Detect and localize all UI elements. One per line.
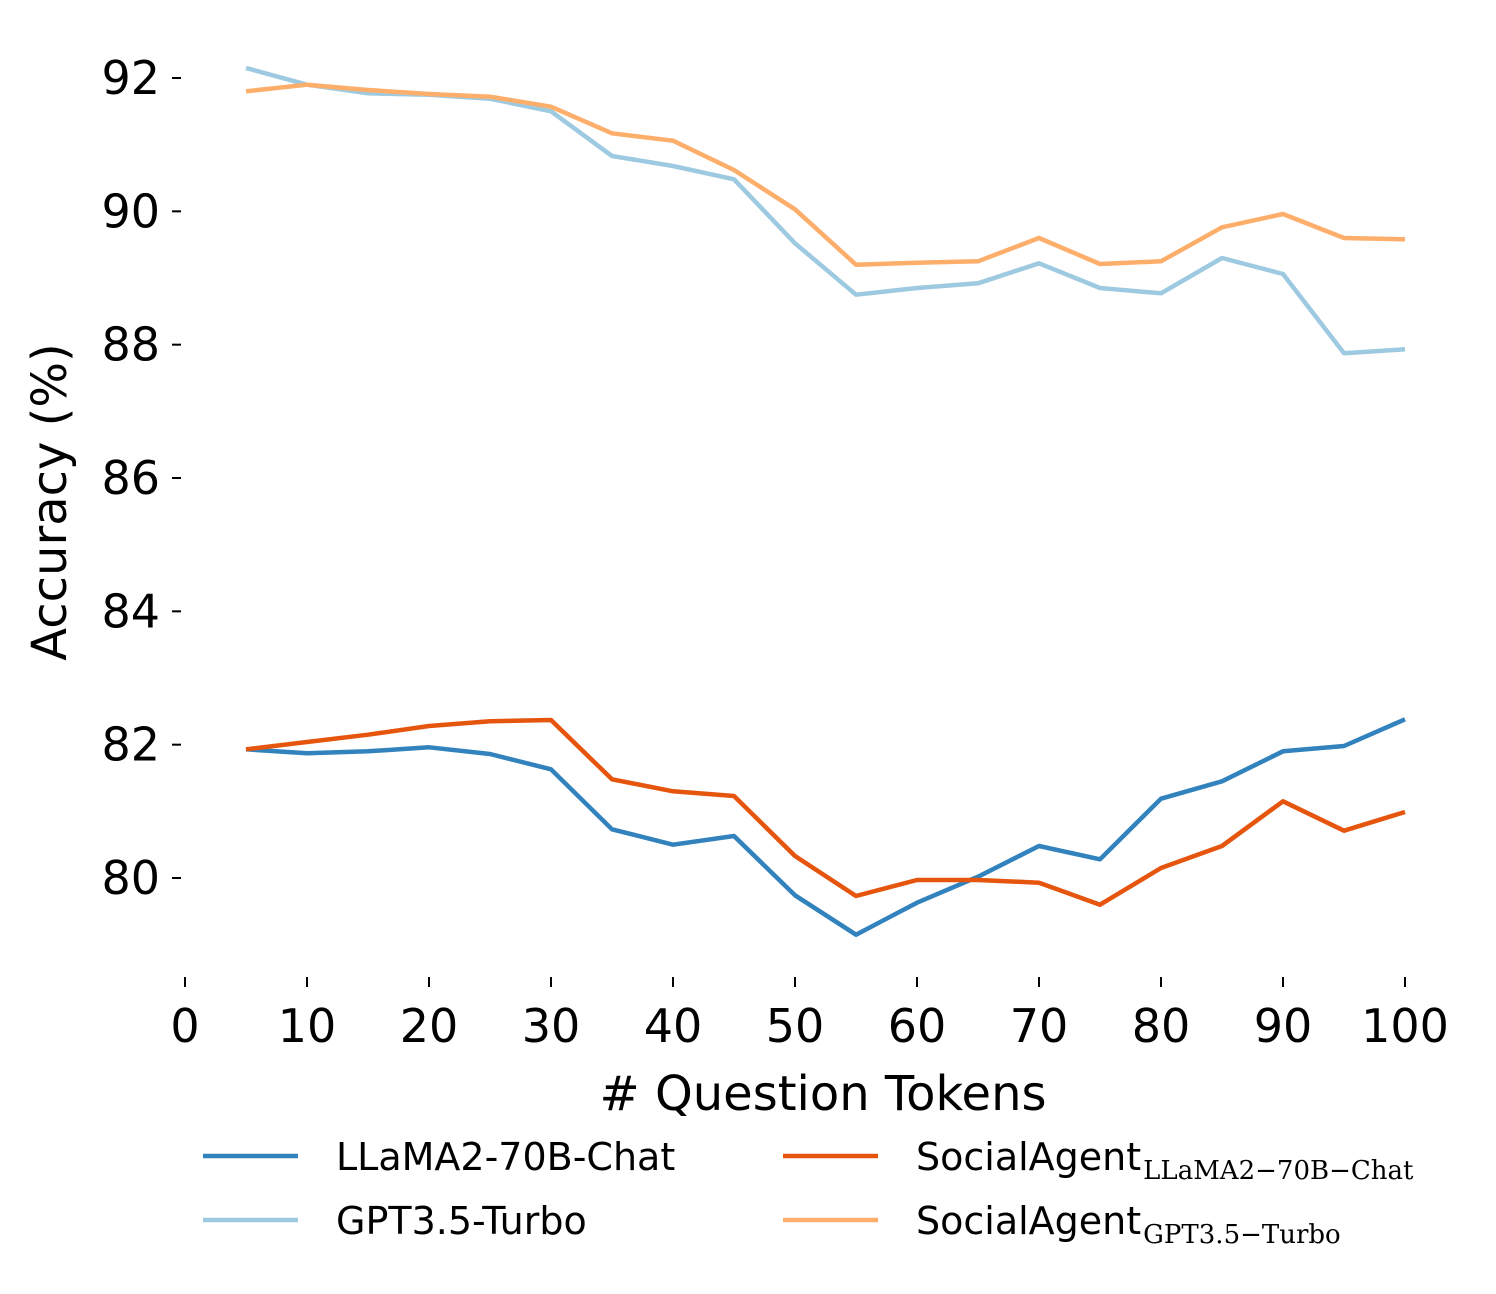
x-tick-label: 20 bbox=[400, 999, 459, 1053]
legend-entry-label: LLaMA2-70B-Chat bbox=[336, 1135, 675, 1179]
legend-entry-label: SocialAgentLLaMA2−70B−Chat bbox=[916, 1135, 1414, 1186]
x-axis-ticks: 0 10 20 30 40 50 60 70 80 90 100 bbox=[170, 977, 1449, 1053]
plot-series bbox=[245, 65, 1406, 937]
legend-entry-subscript: LLaMA2−70B−Chat bbox=[1143, 1156, 1414, 1186]
x-tick-label: 80 bbox=[1132, 999, 1191, 1053]
y-tick-label: 90 bbox=[101, 184, 160, 238]
legend-entry-label: SocialAgentGPT3.5−Turbo bbox=[916, 1199, 1341, 1250]
y-tick-label: 84 bbox=[101, 584, 160, 638]
legend: LLaMA2-70B-Chat GPT3.5-Turbo SocialAgentLL… bbox=[203, 1135, 1414, 1250]
legend-entry-label: GPT3.5-Turbo bbox=[336, 1199, 587, 1243]
series-line-1 bbox=[245, 717, 1406, 937]
series-line-4 bbox=[245, 82, 1406, 267]
y-axis-ticks: 80 82 84 86 88 90 92 bbox=[101, 51, 181, 905]
x-axis-label: # Question Tokens bbox=[600, 1066, 1047, 1122]
x-tick-label: 70 bbox=[1010, 999, 1069, 1053]
x-tick-label: 10 bbox=[278, 999, 337, 1053]
x-tick-label: 90 bbox=[1254, 999, 1313, 1053]
x-tick-label: 40 bbox=[644, 999, 703, 1053]
series-line-2 bbox=[245, 65, 1406, 356]
x-tick-label: 50 bbox=[766, 999, 825, 1053]
legend-entry-subscript: GPT3.5−Turbo bbox=[1143, 1220, 1341, 1250]
x-tick-label: 0 bbox=[170, 999, 199, 1053]
y-tick-label: 86 bbox=[101, 451, 160, 505]
y-tick-label: 92 bbox=[101, 51, 160, 105]
x-tick-label: 30 bbox=[522, 999, 581, 1053]
y-tick-label: 80 bbox=[101, 851, 160, 905]
y-tick-label: 88 bbox=[101, 318, 160, 372]
series-line-3 bbox=[245, 717, 1406, 907]
y-tick-label: 82 bbox=[101, 718, 160, 772]
x-tick-label: 100 bbox=[1361, 999, 1449, 1053]
y-axis-label: Accuracy (%) bbox=[22, 343, 78, 660]
x-tick-label: 60 bbox=[888, 999, 947, 1053]
